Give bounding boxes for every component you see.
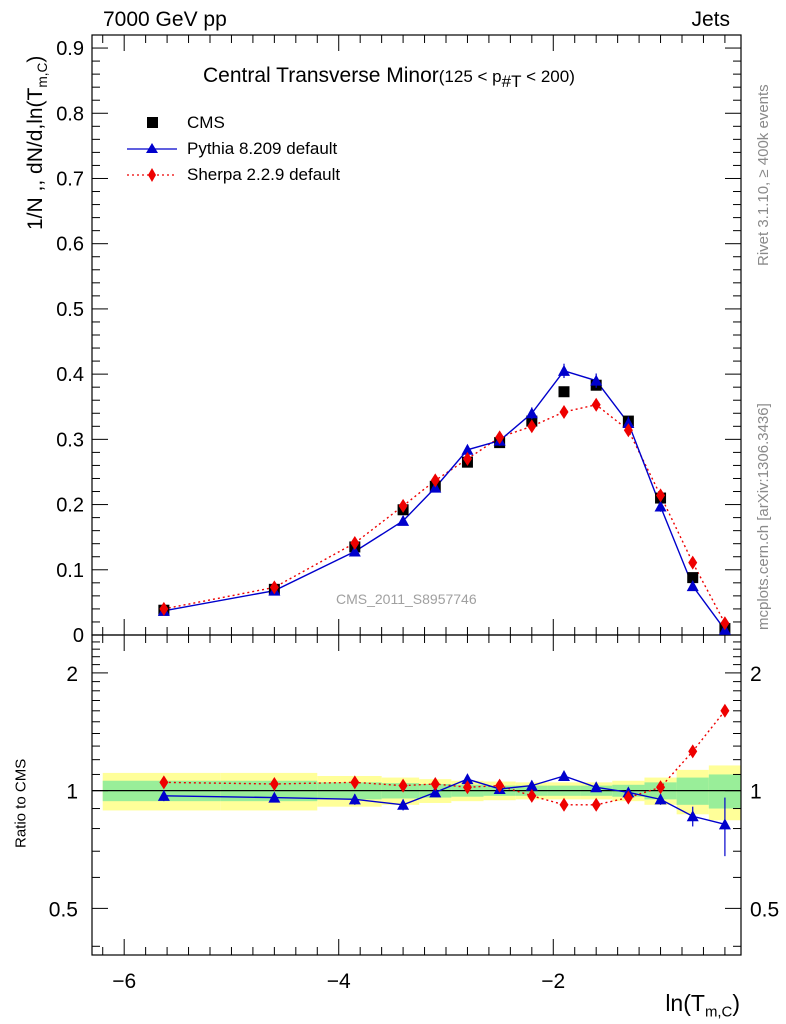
ratio-series-pythia-line (163, 775, 726, 826)
pythia-point (461, 443, 474, 455)
pythia-point (686, 580, 699, 592)
ratio-sherpa-point (269, 776, 279, 791)
ratio-sherpa-point (591, 797, 601, 812)
pythia-point (525, 407, 538, 419)
ratio-pythia-point (558, 770, 570, 782)
title-cut-sub: #T (501, 72, 522, 92)
main-y-tick-label: 0.2 (56, 495, 84, 517)
sherpa-point (495, 430, 505, 445)
sherpa-point (623, 423, 633, 438)
ratio-pythia-point (348, 793, 361, 805)
ratio-pythia-point (268, 791, 281, 803)
legend-label-pythia: Pythia 8.209 default (187, 139, 338, 158)
legend-label-sherpa: Sherpa 2.2.9 default (187, 165, 341, 184)
main-y-tick-label: 0.8 (56, 103, 84, 125)
ratio-y-tick-label: 0.5 (49, 898, 78, 921)
title-main: Central Transverse Minor (203, 64, 439, 87)
mcplots-info-label: mcplots.cern.ch [arXiv:1306.3436] (755, 403, 772, 630)
legend-swatch-sherpa (127, 168, 177, 182)
ratio-y-tick-label-right: 0.5 (750, 898, 779, 921)
main-y-tick-label: 0.4 (56, 364, 84, 386)
x-axis-label: ln(Tm,C) (665, 990, 740, 1021)
legend-label-cms: CMS (187, 113, 225, 132)
legend-swatch-cms (147, 117, 158, 128)
chart-title: Central Transverse Minor(125 < p#T < 200… (203, 64, 575, 92)
analysis-watermark: CMS_2011_S8957746 (336, 591, 477, 607)
main-y-tick-label: 0.9 (56, 38, 84, 60)
sherpa-point (398, 498, 408, 513)
main-y-tick-label: 0 (73, 625, 84, 647)
ratio-pythia-point (654, 793, 667, 805)
ratio-sherpa-point (656, 780, 666, 795)
ratio-pythia-point (590, 781, 603, 793)
ratio-sherpa-point (398, 778, 408, 793)
ratio-series-sherpa-line (163, 710, 726, 806)
main-y-tick-label: 0.7 (56, 168, 84, 190)
sherpa-point (527, 419, 537, 434)
sherpa-point (720, 616, 730, 631)
pythia-point (348, 545, 361, 557)
sherpa-point (269, 580, 279, 595)
ratio-y-tick-label: 1 (66, 781, 78, 804)
ratio-sherpa-point (430, 776, 440, 791)
sherpa-point (462, 451, 472, 466)
sherpa-point (688, 555, 698, 570)
sherpa-point (559, 404, 569, 419)
ratio-sherpa-point (462, 780, 472, 795)
ratio-sherpa-point (159, 775, 169, 790)
sherpa-point (430, 473, 440, 488)
ratio-pythia-point (397, 798, 410, 810)
ratio-pythia-point (718, 818, 731, 830)
ratio-sherpa-point (350, 775, 360, 790)
ratio-sherpa-point (688, 744, 698, 759)
legend-swatch-pythia (127, 143, 177, 153)
ratio-sherpa-point (623, 790, 633, 805)
ratio-pythia-point (525, 779, 538, 791)
pythia-point (654, 500, 667, 512)
main-y-tick-label: 0.6 (56, 234, 84, 256)
ratio-pythia-point (461, 773, 474, 785)
x-tick-label: −4 (327, 970, 351, 993)
main-y-tick-label: 0.3 (56, 429, 84, 451)
title-cut-suffix: < 200) (521, 67, 575, 86)
energy-label: 7000 GeV pp (103, 8, 227, 31)
ratio-sherpa-point (720, 703, 730, 718)
ratio-pythia-point (157, 789, 170, 801)
main-y-tick-label: 0.5 (56, 299, 84, 321)
pythia-point (397, 514, 410, 526)
pythia-point (558, 364, 570, 376)
ratio-y-axis-label: Ratio to CMS (12, 758, 30, 848)
ratio-y-tick-label: 2 (66, 663, 78, 686)
title-cut-prefix: (125 < p (438, 67, 502, 86)
x-tick-label: −6 (112, 970, 136, 993)
pythia-point (590, 374, 603, 386)
sherpa-point (656, 488, 666, 503)
sherpa-point (350, 536, 360, 551)
main-series-sherpa-line (163, 404, 726, 624)
ratio-y-tick-label-right: 1 (750, 781, 762, 804)
pythia-point (622, 417, 635, 429)
ratio-plot-frame (91, 634, 742, 956)
sherpa-point (159, 601, 169, 616)
ratio-sherpa-point (495, 778, 505, 793)
ratio-y-tick-label-right: 2 (750, 663, 762, 686)
ratio-sherpa-point (559, 797, 569, 812)
ratio-pythia-point (686, 810, 699, 822)
main-y-tick-label: 0.1 (56, 560, 84, 582)
sherpa-point (591, 397, 601, 412)
main-y-axis-label: 1/N ,, dN/d,ln(Tm,C) (24, 55, 51, 230)
x-tick-label: −2 (541, 970, 565, 993)
ratio-sherpa-point (527, 788, 537, 803)
process-label: Jets (691, 8, 730, 31)
cms-data-point (687, 572, 699, 584)
rivet-info-label: Rivet 3.1.10, ≥ 400k events (755, 84, 772, 266)
cms-data-point (558, 386, 570, 398)
ratio-pythia-point (429, 786, 442, 798)
